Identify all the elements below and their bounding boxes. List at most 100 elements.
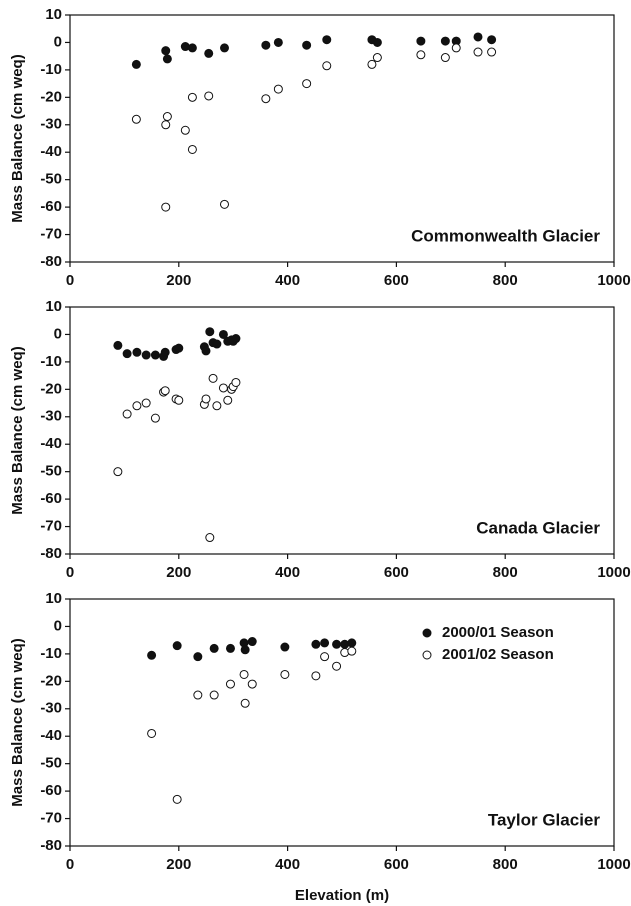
plot-frame (69, 14, 615, 263)
point (440, 53, 450, 63)
x-tick-label: 800 (493, 564, 518, 581)
point (261, 94, 271, 104)
y-tick-label: 10 (45, 298, 62, 315)
point (320, 638, 330, 648)
point (205, 327, 215, 337)
point (209, 690, 219, 700)
x-tick-label: 0 (66, 856, 74, 873)
point (201, 394, 211, 404)
x-tick-label: 400 (275, 564, 300, 581)
legend-label: 2001/02 Season (442, 646, 554, 663)
point (172, 641, 182, 651)
point (311, 639, 321, 649)
point (231, 334, 241, 344)
x-tick-label: 1000 (597, 856, 630, 873)
point (440, 36, 450, 46)
point (204, 91, 214, 101)
x-tick-label: 200 (166, 856, 191, 873)
y-tick-label: -70 (40, 810, 62, 827)
y-tick-label: -80 (40, 837, 62, 854)
x-tick-label: 600 (384, 272, 409, 289)
point (122, 409, 132, 419)
point (347, 638, 357, 648)
point (473, 47, 483, 57)
y-axis-label: Mass Balance (cm weq) (9, 638, 26, 806)
point (204, 48, 214, 58)
point (132, 347, 142, 357)
point (473, 32, 483, 42)
point (487, 47, 497, 57)
point (122, 349, 132, 359)
y-tick-label: -20 (40, 88, 62, 105)
point (280, 669, 290, 679)
y-tick-label: -40 (40, 143, 62, 160)
point (172, 794, 182, 804)
point (372, 37, 382, 47)
point (209, 643, 219, 653)
y-tick-label: -70 (40, 226, 62, 243)
x-tick-label: 1000 (597, 564, 630, 581)
y-tick-label: -10 (40, 61, 62, 78)
point (160, 386, 170, 396)
x-tick-label: 600 (384, 856, 409, 873)
point (187, 144, 197, 154)
point (332, 661, 342, 671)
legend-marker (422, 628, 432, 638)
point (160, 347, 170, 357)
point (187, 92, 197, 102)
point (225, 679, 235, 689)
point (150, 350, 160, 360)
point (487, 35, 497, 45)
y-tick-label: -30 (40, 700, 62, 717)
panel-label: Commonwealth Glacier (411, 226, 600, 245)
point (147, 728, 157, 738)
y-tick-label: 0 (54, 33, 62, 50)
y-tick-label: -20 (40, 672, 62, 689)
point (302, 40, 312, 50)
y-tick-label: -60 (40, 782, 62, 799)
point (161, 46, 171, 56)
point (161, 120, 171, 130)
point (372, 53, 382, 63)
y-tick-label: -30 (40, 408, 62, 425)
point (225, 643, 235, 653)
x-tick-label: 0 (66, 272, 74, 289)
point (212, 401, 222, 411)
point (280, 642, 290, 652)
point (240, 698, 250, 708)
point (218, 383, 228, 393)
point (131, 59, 141, 69)
point (205, 533, 215, 543)
y-tick-label: -80 (40, 253, 62, 270)
plot-frame (69, 306, 615, 555)
point (187, 43, 197, 53)
point (367, 59, 377, 69)
x-tick-label: 800 (493, 272, 518, 289)
legend-marker (422, 650, 432, 660)
point (223, 395, 233, 405)
y-tick-label: 10 (45, 6, 62, 23)
point (322, 35, 332, 45)
point (113, 340, 123, 350)
point (239, 669, 249, 679)
point (451, 43, 461, 53)
point (132, 401, 142, 411)
point (219, 43, 229, 53)
point (302, 79, 312, 89)
y-tick-label: -40 (40, 727, 62, 744)
x-tick-label: 0 (66, 564, 74, 581)
plot-frame (69, 598, 615, 847)
point (320, 652, 330, 662)
point (231, 377, 241, 387)
y-tick-label: 0 (54, 325, 62, 342)
point (141, 350, 151, 360)
y-tick-label: -60 (40, 198, 62, 215)
y-tick-label: -50 (40, 171, 62, 188)
y-tick-label: -50 (40, 463, 62, 480)
point (219, 199, 229, 209)
point (212, 339, 222, 349)
point (174, 343, 184, 353)
x-tick-label: 400 (275, 856, 300, 873)
point (141, 398, 151, 408)
y-tick-label: -50 (40, 755, 62, 772)
